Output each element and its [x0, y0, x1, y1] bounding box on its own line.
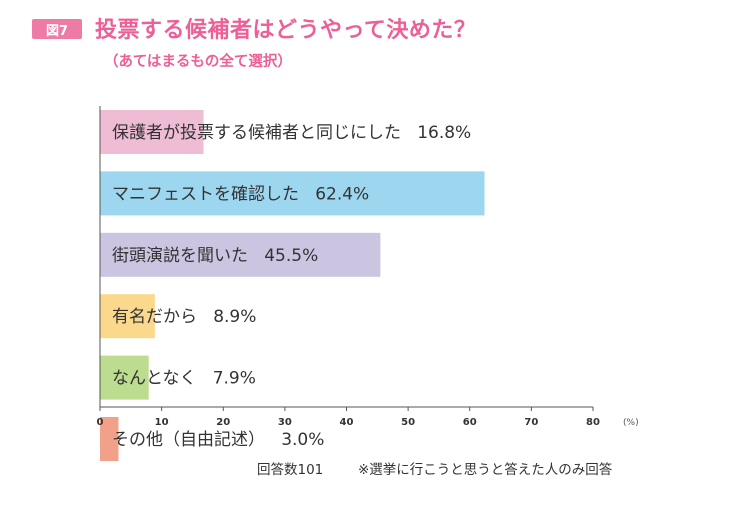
x-tick-label-6: 60	[463, 417, 477, 428]
x-tick-label-2: 20	[216, 417, 230, 428]
respondent-count: 回答数101	[257, 462, 324, 478]
bar-label-4: なんとなく 7.9%	[112, 369, 256, 389]
bar-label-3: 有名だから 8.9%	[112, 307, 256, 327]
x-tick-label-1: 10	[155, 417, 169, 428]
bar-label-0: 保護者が投票する候補者と同じにした 16.8%	[112, 123, 471, 143]
bar-0	[100, 110, 204, 154]
bar-label-5: その他（自由記述） 3.0%	[112, 430, 324, 450]
bar-1	[100, 171, 485, 216]
figure-badge: 図7	[32, 19, 82, 39]
bar-3	[100, 294, 155, 339]
x-tick-label-5: 50	[401, 417, 415, 428]
x-tick-label-0: 0	[97, 417, 104, 428]
x-tick-label-3: 30	[278, 417, 292, 428]
bar-5	[100, 417, 119, 461]
bar-label-2: 街頭演説を聞いた 45.5%	[112, 246, 318, 266]
bar-label-1: マニフェストを確認した 62.4%	[112, 184, 369, 204]
x-tick-label-4: 40	[340, 417, 354, 428]
chart-title: 投票する候補者はどうやって決めた？	[95, 18, 477, 43]
chart-subtitle: （あてはまるもの全て選択）	[104, 54, 292, 70]
x-unit-label: (%)	[623, 418, 639, 428]
bar-2	[100, 232, 381, 277]
bar-4	[100, 355, 149, 400]
x-tick-label-8: 80	[586, 417, 600, 428]
x-tick-label-7: 70	[524, 417, 538, 428]
footer-note: ※選挙に行こうと思うと答えた人のみ回答	[358, 462, 613, 478]
